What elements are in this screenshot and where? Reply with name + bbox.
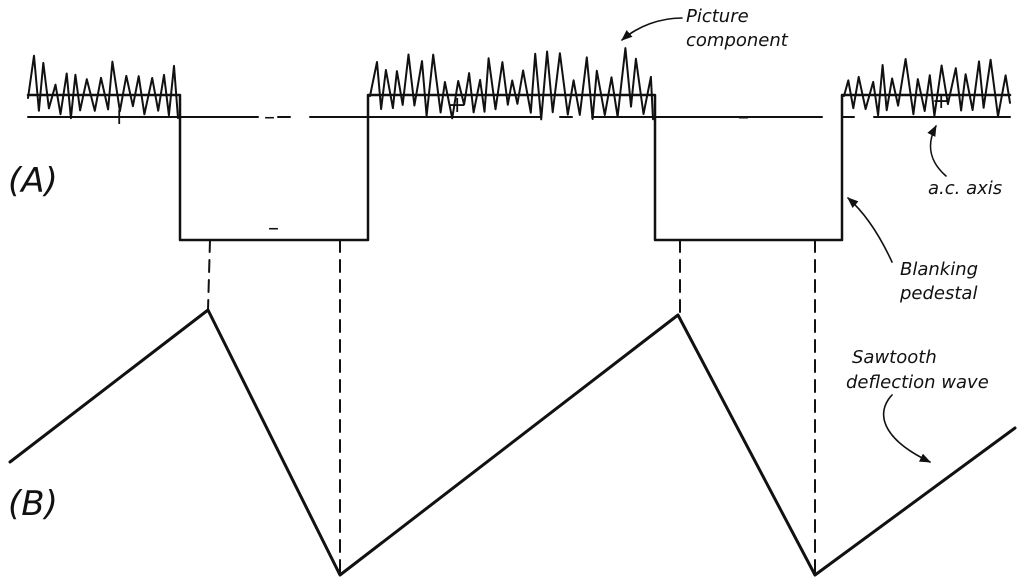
projection-line-1 (207, 239, 211, 311)
picture-signal-segment-2 (369, 47, 654, 121)
minus-sign-2: – (738, 105, 749, 130)
minus-sign-1: – (264, 105, 275, 130)
plus-sign-2: + (448, 93, 466, 118)
plus-sign-1: + (110, 105, 128, 130)
sawtooth-label-line-1: Sawtooth (852, 347, 937, 368)
panel-a-label: (A) (8, 161, 58, 201)
sawtooth-deflection-wave (8, 308, 1017, 577)
picture-component-label-line-1: Picture (686, 6, 749, 27)
ac-axis-label: a.c. axis (928, 178, 1002, 199)
minus-sign-pedestal: – (268, 216, 279, 241)
sawtooth-arrow (882, 394, 932, 463)
picture-signal-segment-3 (843, 58, 1011, 118)
picture-component-arrow (621, 17, 683, 41)
blanking-pedestal-arrow (847, 197, 893, 263)
plus-sign-3: + (932, 89, 950, 114)
blanking-pedestal-label-line-2: pedestal (899, 283, 977, 304)
blanking-pedestal-label-line-1: Blanking (900, 259, 978, 280)
picture-signal-segment-1 (27, 54, 179, 120)
ac-axis-arrow (927, 125, 947, 177)
panel-a: (A) + + + – – – Picture component a.c. a… (8, 6, 1012, 304)
blanking-pedestal-wave (26, 93, 1012, 242)
projection-lines (207, 239, 816, 576)
panel-b: (B) Sawtooth deflection wave (8, 308, 1017, 577)
sawtooth-label-line-2: deflection wave (846, 372, 989, 393)
picture-component-label-line-2: component (686, 30, 789, 51)
panel-b-label: (B) (8, 484, 58, 524)
